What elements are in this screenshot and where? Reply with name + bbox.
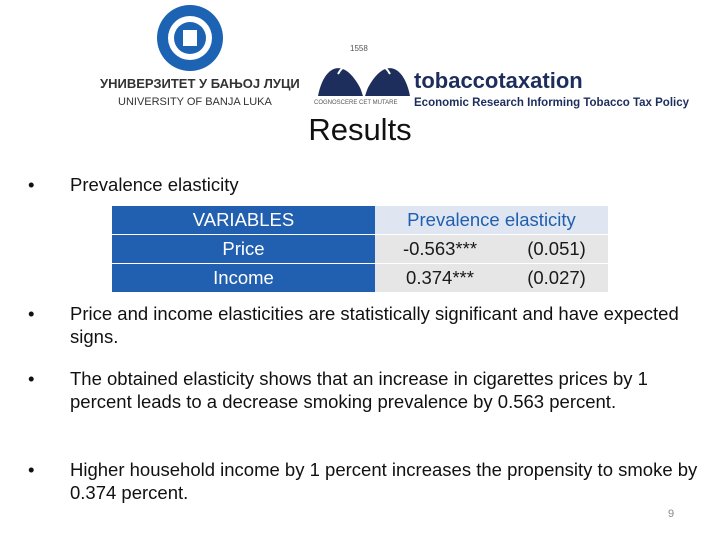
university-name-latin: UNIVERSITY OF BANJA LUKA [118, 96, 272, 108]
partner-emblem [318, 65, 410, 97]
university-emblem [157, 5, 223, 71]
partner-motto: COGNOSCERE CET MUTARE [314, 100, 398, 106]
results-table: VARIABLES Prevalence elasticity Price -0… [112, 205, 608, 293]
cell: (0.051) [505, 235, 608, 263]
cell: -0.563*** [375, 235, 505, 263]
table-row: Price -0.563*** (0.051) [112, 235, 608, 263]
partner-tagline: Economic Research Informing Tobacco Tax … [414, 97, 690, 109]
table-header: VARIABLES Prevalence elasticity [112, 206, 608, 234]
bullet: Higher household income by 1 percent inc… [28, 458, 700, 504]
header-cell: Prevalence elasticity [375, 206, 608, 234]
bullet: Prevalence elasticity [28, 173, 700, 196]
cell: Price [112, 235, 375, 263]
slide-title: Results [308, 112, 412, 147]
bullet: The obtained elasticity shows that an in… [28, 367, 700, 413]
partner-year: 1558 [350, 44, 368, 53]
cell: Income [112, 264, 375, 292]
university-name-cyrillic: УНИВЕРЗИТЕТ У БАЊОЈ ЛУЦИ [100, 76, 300, 91]
bullet: Price and income elasticities are statis… [28, 302, 700, 348]
partner-name: tobaccotaxation [414, 68, 583, 93]
page-number: 9 [668, 508, 675, 520]
table-row: Income 0.374*** (0.027) [112, 264, 608, 292]
header-cell: VARIABLES [112, 206, 375, 234]
cell: 0.374*** [375, 264, 505, 292]
cell: (0.027) [505, 264, 608, 292]
